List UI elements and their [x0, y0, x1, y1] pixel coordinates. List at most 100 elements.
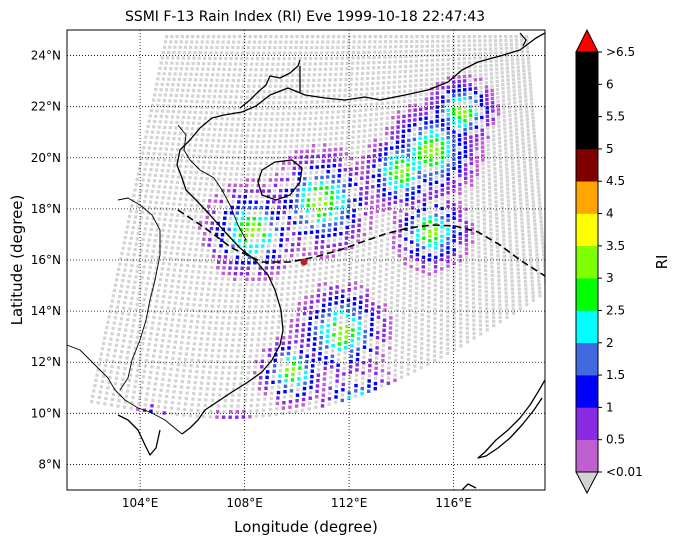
swath-pixel: [262, 46, 266, 50]
swath-pixel: [190, 40, 194, 44]
swath-pixel: [462, 35, 466, 39]
swath-pixel: [416, 219, 420, 223]
swath-pixel: [268, 408, 272, 412]
swath-pixel: [505, 311, 509, 315]
swath-pixel: [497, 282, 501, 286]
swath-pixel: [213, 282, 218, 286]
swath-pixel: [476, 220, 480, 224]
swath-pixel: [513, 101, 517, 105]
swath-pixel: [268, 413, 272, 417]
swath-pixel: [531, 204, 536, 208]
swath-pixel: [151, 249, 155, 253]
swath-pixel: [300, 144, 304, 148]
swath-pixel: [385, 262, 389, 266]
swath-pixel: [344, 77, 348, 81]
swath-pixel: [360, 269, 364, 273]
swath-pixel: [107, 315, 111, 319]
swath-pixel: [309, 171, 313, 175]
swath-pixel: [487, 181, 491, 185]
swath-pixel: [484, 268, 488, 272]
swath-pixel: [419, 73, 423, 77]
swath-pixel: [506, 86, 511, 90]
swath-pixel: [259, 117, 263, 121]
swath-pixel: [192, 342, 196, 346]
swath-pixel: [358, 114, 362, 118]
swath-pixel: [504, 295, 508, 299]
swath-pixel: [275, 222, 279, 226]
swath-pixel: [331, 349, 335, 353]
swath-pixel: [395, 323, 399, 327]
swath-pixel: [427, 296, 431, 300]
swath-pixel: [391, 121, 395, 125]
swath-pixel: [145, 249, 149, 253]
swath-pixel: [287, 106, 291, 110]
swath-pixel: [473, 60, 477, 65]
swath-pixel: [190, 99, 194, 103]
swath-pixel: [212, 387, 216, 391]
swath-pixel: [162, 158, 166, 162]
swath-pixel: [141, 303, 145, 307]
swath-pixel: [237, 343, 241, 347]
rain-pixel: [468, 74, 472, 78]
swath-pixel: [465, 322, 469, 326]
swath-pixel: [385, 257, 389, 261]
swath-pixel: [300, 35, 304, 39]
swath-pixel: [310, 45, 314, 50]
swath-pixel: [181, 148, 185, 152]
swath-pixel: [340, 131, 344, 135]
swath-pixel: [509, 255, 513, 259]
swath-pixel: [420, 39, 424, 43]
swath-pixel: [399, 45, 403, 49]
swath-pixel: [502, 115, 506, 119]
swath-pixel: [317, 277, 322, 281]
swath-pixel: [291, 183, 295, 187]
swath-pixel: [133, 280, 137, 284]
swath-pixel: [492, 138, 496, 142]
swath-pixel: [363, 124, 367, 128]
swath-pixel: [156, 327, 160, 331]
swath-pixel: [246, 376, 250, 380]
swath-pixel: [219, 122, 223, 126]
swath-pixel: [263, 128, 267, 132]
swath-pixel: [273, 238, 277, 242]
swath-pixel: [306, 78, 311, 82]
swath-pixel: [467, 43, 471, 47]
swath-pixel: [262, 403, 266, 407]
swath-pixel: [152, 98, 156, 102]
swath-pixel: [374, 112, 379, 116]
swath-pixel: [491, 290, 495, 294]
swath-pixel: [440, 230, 444, 234]
swath-pixel: [291, 237, 295, 241]
swath-pixel: [162, 45, 166, 49]
swath-pixel: [143, 292, 147, 296]
swath-pixel: [383, 45, 387, 49]
swath-pixel: [533, 138, 537, 142]
swath-pixel: [498, 140, 502, 144]
swath-pixel: [224, 128, 228, 132]
swath-pixel: [531, 120, 535, 124]
swath-pixel: [200, 138, 204, 142]
swath-pixel: [252, 84, 256, 88]
swath-pixel: [373, 40, 377, 44]
swath-pixel: [300, 89, 304, 94]
swath-pixel: [402, 281, 406, 285]
swath-pixel: [489, 244, 493, 248]
swath-pixel: [528, 159, 532, 163]
rain-pixel: [424, 97, 429, 101]
swath-pixel: [253, 117, 257, 121]
swath-pixel: [464, 212, 468, 216]
swath-pixel: [214, 84, 218, 88]
swath-pixel: [479, 90, 483, 94]
swath-pixel: [264, 161, 269, 165]
swath-pixel: [186, 264, 190, 268]
swath-pixel: [277, 150, 281, 154]
swath-pixel: [282, 395, 286, 399]
swath-pixel: [179, 263, 184, 267]
swath-pixel: [278, 46, 282, 50]
swath-pixel: [501, 87, 505, 91]
swath-pixel: [470, 218, 474, 222]
swath-pixel: [167, 196, 171, 200]
swath-pixel: [154, 266, 158, 270]
swath-pixel: [337, 264, 341, 268]
